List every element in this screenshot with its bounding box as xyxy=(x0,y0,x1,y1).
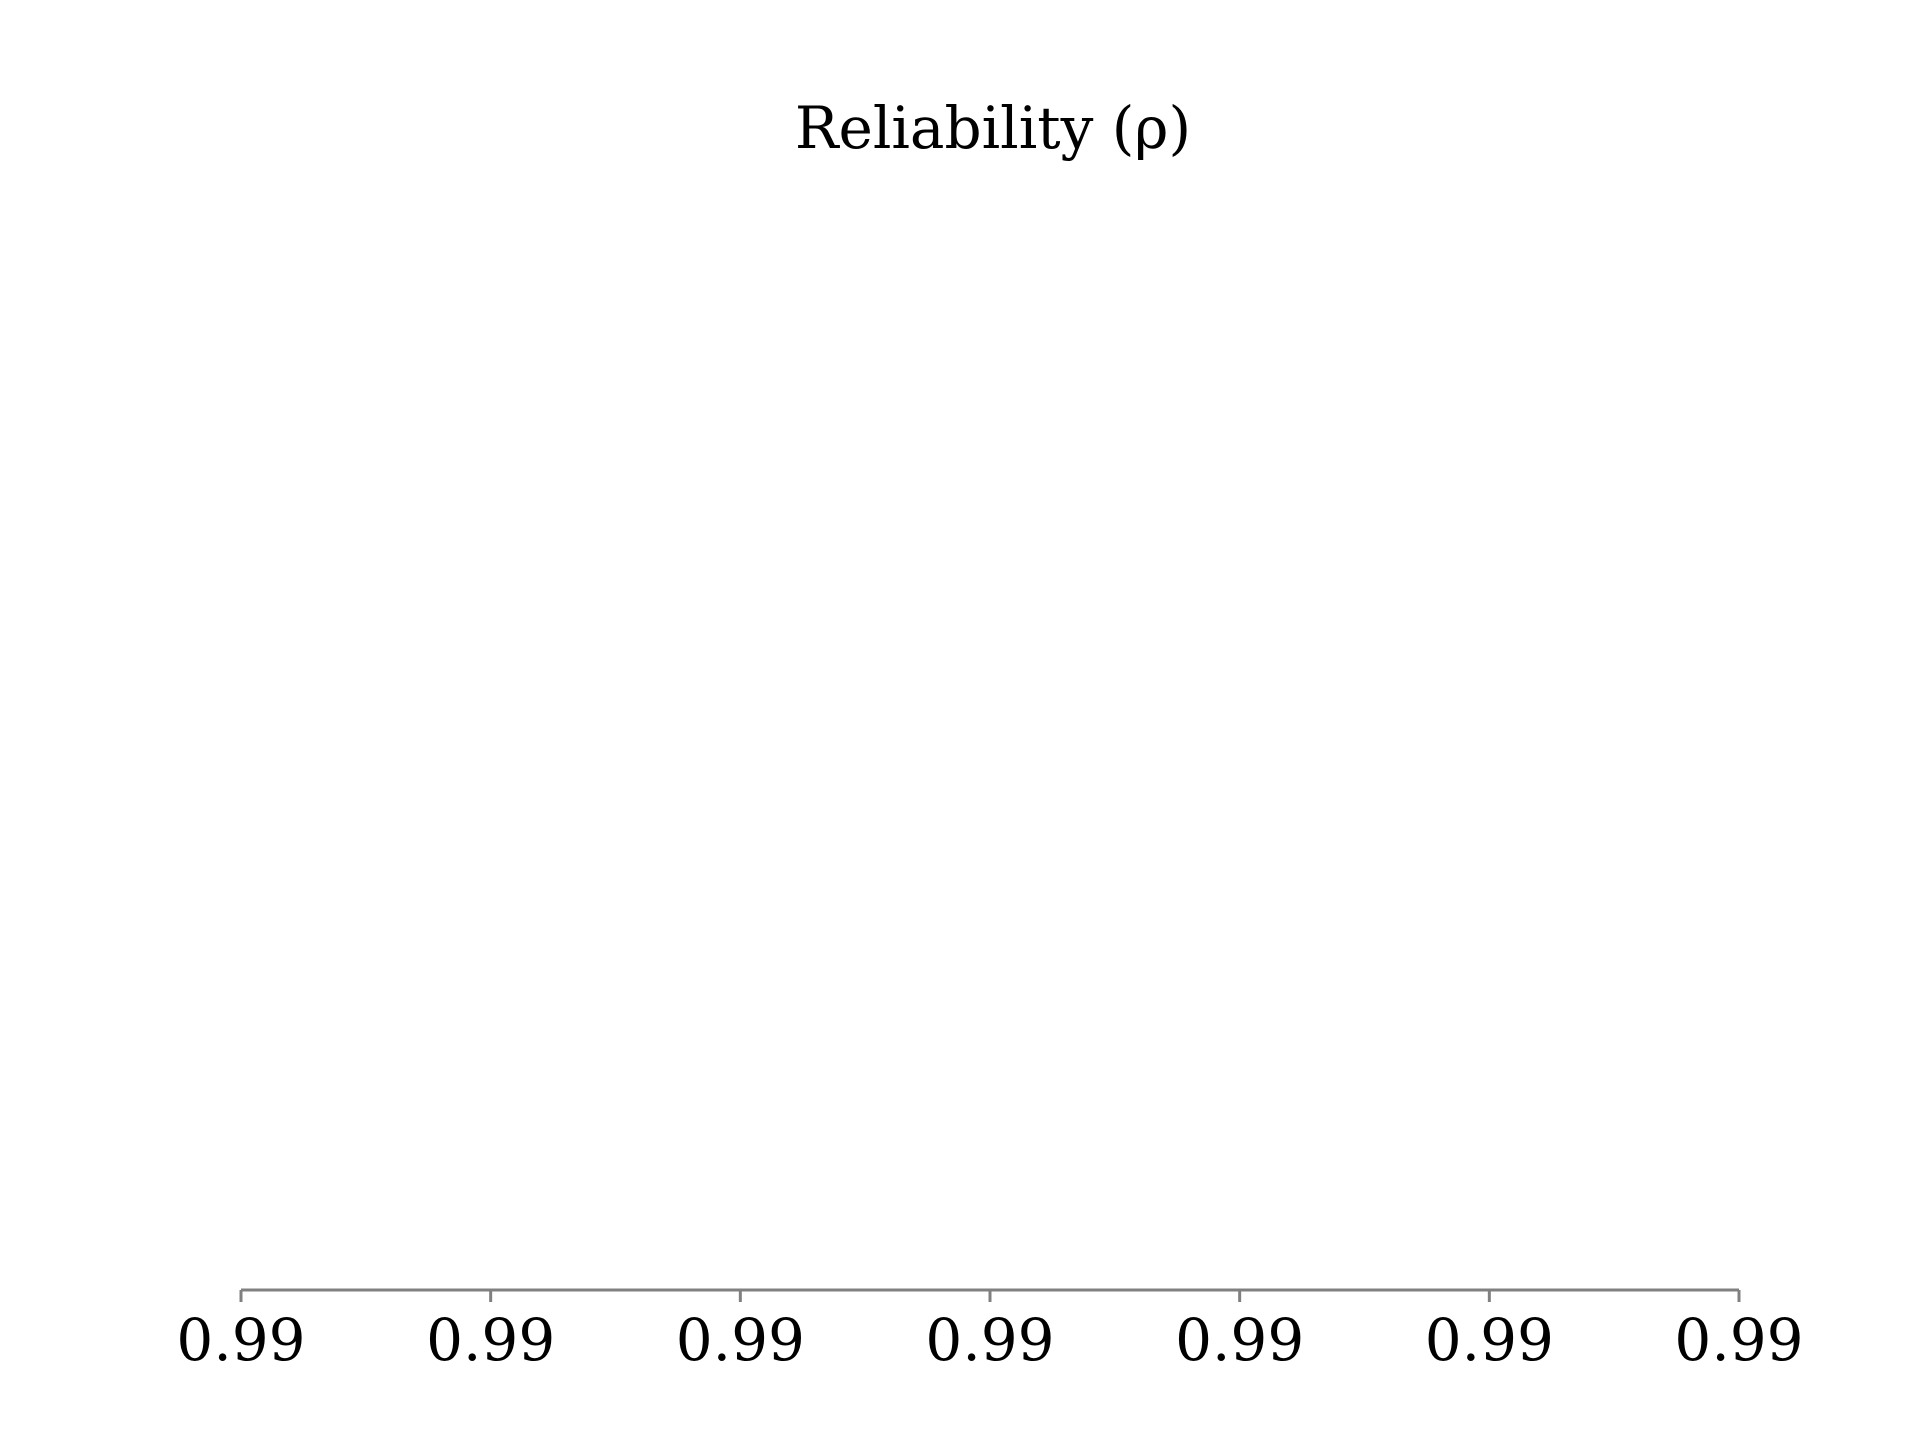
x-tick-label: 0.99 xyxy=(925,1306,1054,1374)
x-tick-label: 0.99 xyxy=(1425,1306,1554,1374)
x-tick-label: 0.99 xyxy=(426,1306,555,1374)
x-tick-label: 0.99 xyxy=(676,1306,805,1374)
x-axis: 0.99 0.99 0.99 0.99 0.99 0.99 0.99 xyxy=(176,1288,1804,1374)
x-tick-label: 0.99 xyxy=(176,1306,305,1374)
x-ticks: 0.99 0.99 0.99 0.99 0.99 0.99 0.99 xyxy=(176,1290,1804,1374)
x-tick-label: 0.99 xyxy=(1674,1306,1803,1374)
x-tick-label: 0.99 xyxy=(1175,1306,1304,1374)
chart-title: Reliability (ρ) xyxy=(795,94,1191,162)
